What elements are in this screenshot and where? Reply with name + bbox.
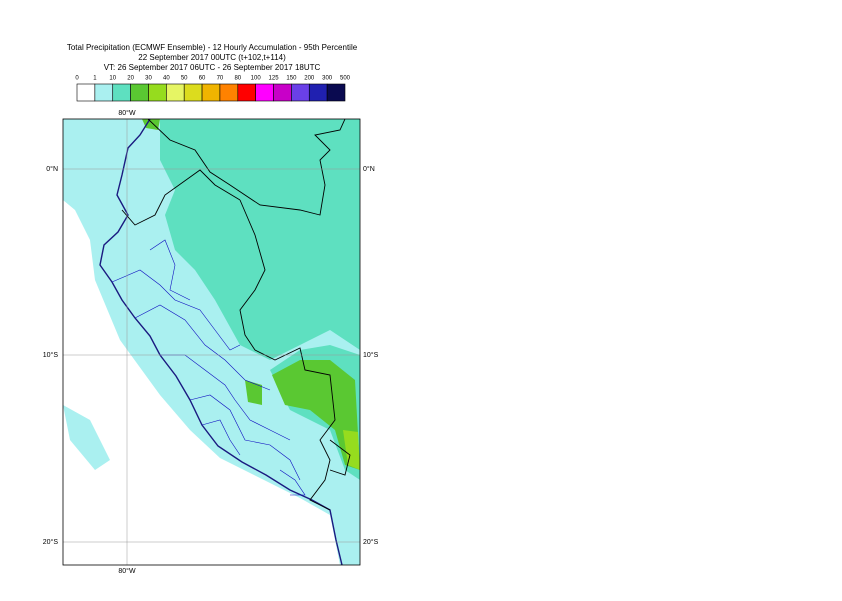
lat-label: 20°S — [43, 538, 59, 546]
legend-label: 40 — [163, 76, 170, 82]
graticule — [63, 119, 360, 565]
legend-swatch — [255, 83, 274, 102]
lon-label: 80°W — [118, 567, 136, 575]
admin-borders — [111, 239, 306, 496]
legend-swatch — [201, 83, 221, 102]
legend-label: 20 — [127, 76, 134, 82]
lat-label: 20°S — [363, 538, 379, 546]
map — [63, 119, 360, 565]
precip-heavy-north — [142, 119, 160, 130]
country-borders — [121, 119, 351, 511]
legend: 0 1 10 20 30 40 50 60 70 80 100 125 150 200 300 500 — [75, 76, 351, 102]
precip-heavy — [272, 360, 360, 470]
legend-swatch — [183, 83, 203, 102]
legend-swatch — [326, 83, 346, 102]
legend-label: 30 — [145, 76, 152, 82]
legend-label: 60 — [199, 76, 206, 82]
map-frame — [62, 118, 361, 566]
legend-label: 1 — [93, 76, 97, 82]
legend-swatch — [166, 83, 185, 102]
legend-swatch — [273, 83, 292, 102]
legend-label: 10 — [109, 76, 116, 82]
lat-label: 10°S — [43, 351, 59, 359]
lat-label: 10°S — [363, 351, 379, 359]
precip-light-patch — [63, 405, 110, 470]
legend-swatch — [308, 83, 328, 102]
legend-label: 80 — [234, 76, 241, 82]
legend-swatch — [148, 83, 167, 102]
lat-label: 0°N — [363, 165, 375, 173]
legend-swatch — [94, 83, 114, 102]
legend-label: 500 — [340, 76, 351, 82]
legend-label: 50 — [181, 76, 188, 82]
legend-label: 200 — [304, 76, 315, 82]
legend-swatch — [112, 83, 131, 102]
precip-heavy-spot — [245, 380, 262, 405]
lon-label: 80°W — [118, 109, 136, 117]
subtitle: 22 September 2017 00UTC (t+102,t+114) — [138, 53, 286, 62]
legend-label: 300 — [322, 76, 333, 82]
legend-swatch — [219, 83, 239, 102]
legend-swatch — [130, 83, 149, 102]
legend-label: 100 — [251, 76, 262, 82]
legend-label: 150 — [286, 76, 297, 82]
precip-heavier — [343, 430, 360, 470]
legend-swatch — [237, 83, 256, 102]
lat-label: 0°N — [46, 165, 58, 173]
legend-swatch — [291, 83, 310, 102]
valid-time: VT: 26 September 2017 06UTC - 26 Septemb… — [104, 63, 321, 72]
title: Total Precipitation (ECMWF Ensemble) - 1… — [67, 43, 358, 52]
legend-label: 0 — [75, 76, 79, 82]
legend-label: 70 — [217, 76, 224, 82]
legend-swatch — [76, 83, 96, 102]
coastline — [99, 119, 343, 565]
legend-label: 125 — [269, 76, 280, 82]
precip-moderate — [160, 119, 360, 360]
